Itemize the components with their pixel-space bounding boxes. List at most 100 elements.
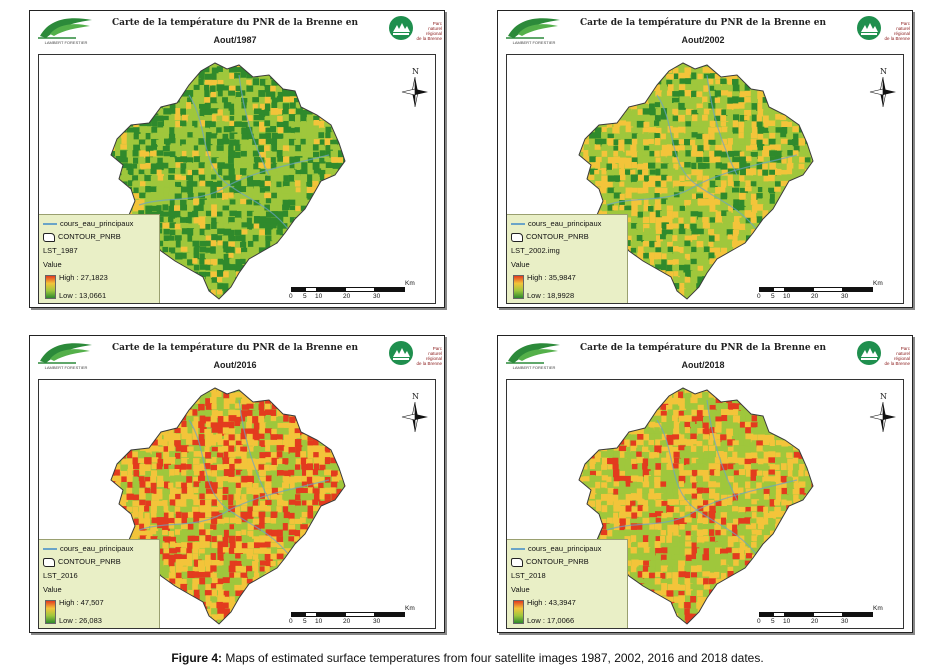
caption-text: Maps of estimated surface temperatures f… <box>225 651 764 665</box>
legend-river-label: cours_eau_principaux <box>528 544 602 553</box>
legend-river-label: cours_eau_principaux <box>528 219 602 228</box>
legend-layer-name: LST_1987 <box>43 246 78 255</box>
legend-value-label: Value <box>43 585 62 594</box>
scale-segment <box>305 612 317 617</box>
pnr-logo-text: Parc naturel régional de la Brenne <box>416 21 442 41</box>
temperature-color-ramp <box>513 600 524 624</box>
pnr-brenne-logo: Parc naturel régional de la Brenne <box>388 340 442 376</box>
scale-tick: 20 <box>811 618 819 625</box>
pnr-brenne-logo: Parc naturel régional de la Brenne <box>388 15 442 51</box>
legend-contour-label: CONTOUR_PNRB <box>526 557 589 566</box>
river-swatch <box>511 548 525 551</box>
scale-unit: Km <box>405 280 415 287</box>
lambert-logo: LAMBERT FORESTIER <box>36 14 96 48</box>
north-letter: N <box>880 392 887 401</box>
north-arrow: N <box>401 67 431 111</box>
lambert-logo-text: LAMBERT FORESTIER <box>512 40 556 45</box>
caption-label: Figure 4: <box>171 651 222 665</box>
legend-high-value: High : 35,9847 <box>527 273 576 282</box>
scale-tick: 0 <box>757 293 761 300</box>
legend-value-label: Value <box>511 585 530 594</box>
scale-segment <box>813 287 843 292</box>
contour-swatch <box>43 232 55 242</box>
legend-contour-row: CONTOUR_PNRB <box>511 557 589 567</box>
map-panel-aout-1987: LAMBERT FORESTIER Carte de la températur… <box>29 10 445 308</box>
legend-river-row: cours_eau_principaux <box>43 544 133 553</box>
scale-tick: 30 <box>841 293 849 300</box>
map-legend: cours_eau_principaux CONTOUR_PNRB LST_20… <box>39 539 160 628</box>
lambert-logo: LAMBERT FORESTIER <box>504 14 564 48</box>
map-legend: cours_eau_principaux CONTOUR_PNRB LST_20… <box>507 539 628 628</box>
scale-bar: Km 0 5 10 20 30 <box>757 280 903 301</box>
legend-value-label: Value <box>511 260 530 269</box>
scale-tick: 30 <box>373 618 381 625</box>
north-arrow: N <box>401 392 431 436</box>
map-title-line1: Carte de la température du PNR de la Bre… <box>112 343 358 353</box>
contour-swatch <box>511 557 523 567</box>
legend-layer-name: LST_2018 <box>511 571 546 580</box>
map-legend: cours_eau_principaux CONTOUR_PNRB LST_19… <box>39 214 160 303</box>
scale-tick: 5 <box>771 618 775 625</box>
scale-tick: 20 <box>343 618 351 625</box>
river-swatch <box>43 548 57 551</box>
scale-tick: 20 <box>343 293 351 300</box>
scale-segment <box>317 287 345 292</box>
legend-contour-label: CONTOUR_PNRB <box>526 232 589 241</box>
scale-segment <box>773 287 785 292</box>
temperature-color-ramp <box>45 600 56 624</box>
legend-layer-name: LST_2002.img <box>511 246 560 255</box>
scale-segment <box>305 287 317 292</box>
scale-segment <box>785 287 813 292</box>
legend-contour-row: CONTOUR_PNRB <box>511 232 589 242</box>
map-title: Carte de la température du PNR de la Bre… <box>578 340 828 374</box>
scale-bar: Km 0 5 10 20 30 <box>289 605 435 626</box>
map-frame: N cours_eau_principaux CONTOUR_PNRB LS <box>506 54 904 304</box>
legend-contour-row: CONTOUR_PNRB <box>43 232 121 242</box>
scale-segment <box>773 612 785 617</box>
river-swatch <box>43 223 57 226</box>
lambert-logo: LAMBERT FORESTIER <box>504 339 564 373</box>
legend-high-value: High : 43,3947 <box>527 598 576 607</box>
legend-river-label: cours_eau_principaux <box>60 219 134 228</box>
north-letter: N <box>412 392 419 401</box>
scale-unit: Km <box>873 280 883 287</box>
scale-tick: 10 <box>315 618 323 625</box>
map-legend: cours_eau_principaux CONTOUR_PNRB LST_20… <box>507 214 628 303</box>
legend-high-value: High : 47,507 <box>59 598 104 607</box>
legend-river-row: cours_eau_principaux <box>511 219 601 228</box>
pnr-logo-text: Parc naturel régional de la Brenne <box>416 346 442 366</box>
scale-unit: Km <box>873 605 883 612</box>
map-title: Carte de la température du PNR de la Bre… <box>578 15 828 49</box>
scale-bar: Km 0 5 10 20 30 <box>757 605 903 626</box>
map-title: Carte de la température du PNR de la Bre… <box>110 340 360 374</box>
pnr-logo-text: Parc naturel régional de la Brenne <box>884 21 910 41</box>
lst-raster <box>110 62 346 300</box>
map-frame: N cours_eau_principaux CONTOUR_PNRB LS <box>38 379 436 629</box>
scale-tick: 20 <box>811 293 819 300</box>
scale-tick: 0 <box>289 293 293 300</box>
legend-value-label: Value <box>43 260 62 269</box>
temperature-color-ramp <box>45 275 56 299</box>
legend-low-value: Low : 13,0661 <box>59 291 107 300</box>
scale-segment <box>291 612 305 617</box>
map-title-line2: Aout/2002 <box>681 35 725 45</box>
map-title-line2: Aout/2016 <box>213 360 257 370</box>
scale-tick: 5 <box>303 293 307 300</box>
north-letter: N <box>412 67 419 76</box>
north-letter: N <box>880 67 887 76</box>
legend-low-value: Low : 17,0066 <box>527 616 575 625</box>
map-title-line1: Carte de la température du PNR de la Bre… <box>580 18 826 28</box>
scale-tick: 0 <box>757 618 761 625</box>
scale-segment <box>345 287 375 292</box>
scale-tick: 10 <box>783 293 791 300</box>
scale-segment <box>843 612 873 617</box>
scale-segment <box>345 612 375 617</box>
scale-segment <box>843 287 873 292</box>
map-frame: N cours_eau_principaux CONTOUR_PNRB LS <box>38 54 436 304</box>
figure-caption: Figure 4: Maps of estimated surface temp… <box>0 651 935 665</box>
map-title-line2: Aout/2018 <box>681 360 725 370</box>
map-title-line1: Carte de la température du PNR de la Bre… <box>112 18 358 28</box>
river-swatch <box>511 223 525 226</box>
lambert-logo-text: LAMBERT FORESTIER <box>44 365 88 370</box>
pnr-brenne-logo: Parc naturel régional de la Brenne <box>856 340 910 376</box>
